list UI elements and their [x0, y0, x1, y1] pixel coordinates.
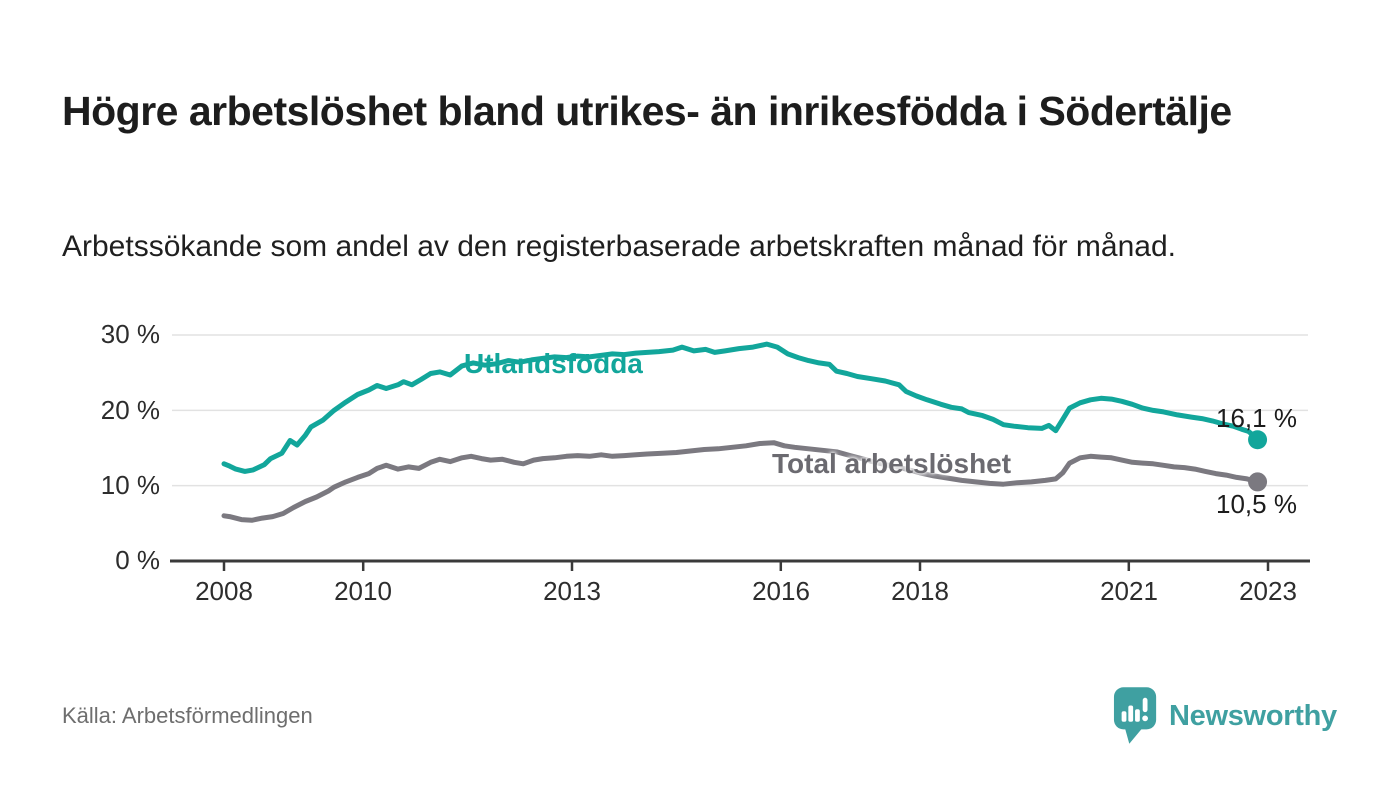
- chart-subtitle: Arbetssökande som andel av den registerb…: [62, 230, 1176, 263]
- x-tick-label-2023: 2023: [1239, 576, 1297, 606]
- x-tick-label-2010: 2010: [334, 576, 392, 606]
- y-tick-label-0: 0 %: [115, 545, 160, 575]
- x-tick-label-2016: 2016: [752, 576, 810, 606]
- end-value-label-total: 10,5 %: [1216, 489, 1297, 519]
- source-note: Källa: Arbetsförmedlingen: [62, 703, 313, 728]
- series-line-utlandsfodda: [221, 341, 1261, 474]
- y-tick-label-20: 20 %: [100, 395, 160, 425]
- newsworthy-logo-icon: [1113, 687, 1157, 744]
- newsworthy-logo: Newsworthy: [1113, 686, 1337, 746]
- chart-title: Högre arbetslöshet bland utrikes- än inr…: [62, 88, 1232, 135]
- y-tick-label-10: 10 %: [100, 470, 160, 500]
- y-tick-label-30: 30 %: [100, 319, 160, 349]
- x-tick-label-2008: 2008: [195, 576, 253, 606]
- series-label-total-arbetsloshet: Total arbetslöshet: [772, 448, 1012, 479]
- series-end-dot-utlandsfodda: [1248, 430, 1268, 450]
- newsworthy-logo-text: Newsworthy: [1169, 699, 1337, 732]
- series-end-dot-total: [1248, 472, 1268, 492]
- x-tick-label-2013: 2013: [543, 576, 601, 606]
- series-line-total: [221, 440, 1261, 523]
- series-label-utlandsfodda: Utlandsfödda: [464, 348, 643, 379]
- x-tick-label-2021: 2021: [1100, 576, 1158, 606]
- x-tick-label-2018: 2018: [891, 576, 949, 606]
- end-value-label-utlandsfodda: 16,1 %: [1216, 403, 1297, 433]
